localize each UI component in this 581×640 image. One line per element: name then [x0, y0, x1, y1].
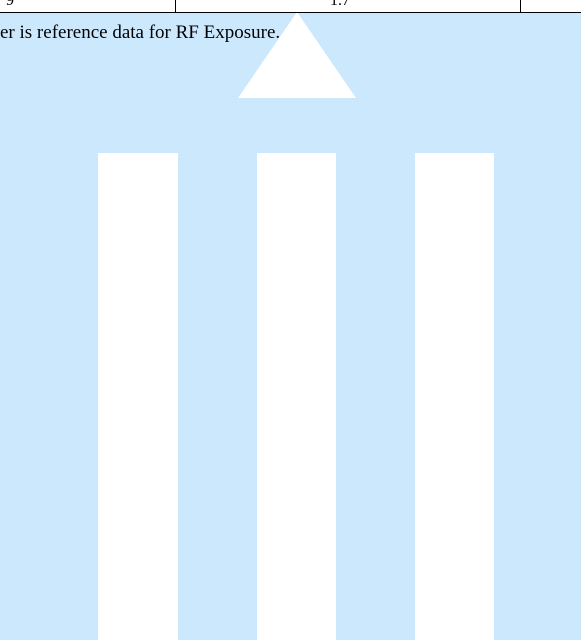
cell-border: [520, 0, 521, 12]
watermark-bar: [257, 153, 336, 640]
watermark-bar: [98, 153, 178, 640]
table-row: 9 1.7: [0, 0, 581, 13]
note-text: er is reference data for RF Exposure.: [0, 22, 281, 43]
watermark-bar: [415, 153, 494, 640]
table-cell: 1.7: [330, 0, 350, 9]
table-cell: 9: [6, 0, 14, 9]
watermark-triangle: [238, 12, 356, 98]
cell-border: [175, 0, 176, 12]
